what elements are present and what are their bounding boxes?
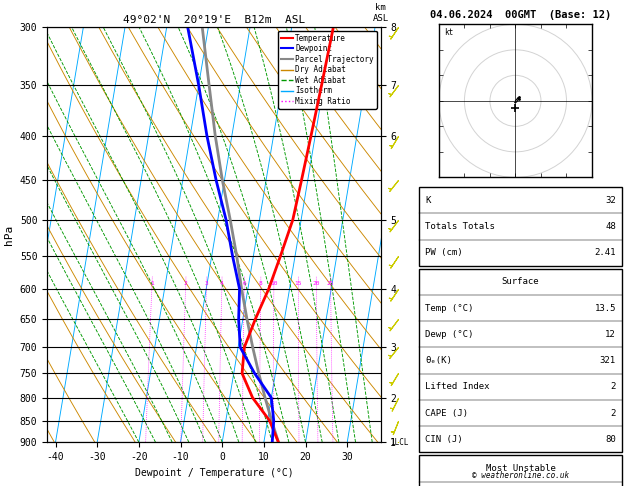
Text: 13.5: 13.5 xyxy=(594,304,616,312)
Text: 2: 2 xyxy=(611,382,616,391)
Title: 49°02'N  20°19'E  B12m  ASL: 49°02'N 20°19'E B12m ASL xyxy=(123,15,305,25)
Text: km
ASL: km ASL xyxy=(372,3,389,22)
Text: Totals Totals: Totals Totals xyxy=(425,222,495,231)
Text: 2: 2 xyxy=(611,409,616,417)
Text: © weatheronline.co.uk: © weatheronline.co.uk xyxy=(472,471,569,480)
Text: 80: 80 xyxy=(605,435,616,444)
Text: kt: kt xyxy=(444,28,454,36)
Text: 2: 2 xyxy=(184,281,187,286)
Bar xyxy=(418,187,623,266)
Text: 8: 8 xyxy=(259,281,262,286)
Text: Dewp (°C): Dewp (°C) xyxy=(425,330,474,339)
Bar xyxy=(418,455,623,486)
X-axis label: Dewpoint / Temperature (°C): Dewpoint / Temperature (°C) xyxy=(135,468,293,478)
Text: 2.41: 2.41 xyxy=(594,248,616,257)
Text: 1LCL: 1LCL xyxy=(391,438,409,447)
Text: 1: 1 xyxy=(150,281,154,286)
Text: 6: 6 xyxy=(242,281,246,286)
Text: Lifted Index: Lifted Index xyxy=(425,382,489,391)
Text: 25: 25 xyxy=(327,281,335,286)
Text: Surface: Surface xyxy=(502,278,539,286)
Text: Temp (°C): Temp (°C) xyxy=(425,304,474,312)
Text: 32: 32 xyxy=(605,196,616,205)
Text: CAPE (J): CAPE (J) xyxy=(425,409,468,417)
Text: 15: 15 xyxy=(294,281,302,286)
Text: 48: 48 xyxy=(605,222,616,231)
Text: 20: 20 xyxy=(313,281,320,286)
Text: K: K xyxy=(425,196,430,205)
Legend: Temperature, Dewpoint, Parcel Trajectory, Dry Adiabat, Wet Adiabat, Isotherm, Mi: Temperature, Dewpoint, Parcel Trajectory… xyxy=(278,31,377,109)
Text: 10: 10 xyxy=(270,281,277,286)
Text: 321: 321 xyxy=(600,356,616,365)
Text: 12: 12 xyxy=(605,330,616,339)
Text: PW (cm): PW (cm) xyxy=(425,248,463,257)
Text: 04.06.2024  00GMT  (Base: 12): 04.06.2024 00GMT (Base: 12) xyxy=(430,10,611,20)
Text: CIN (J): CIN (J) xyxy=(425,435,463,444)
Text: 3: 3 xyxy=(204,281,208,286)
Y-axis label: hPa: hPa xyxy=(4,225,14,244)
Bar xyxy=(418,269,623,452)
Text: 4: 4 xyxy=(220,281,224,286)
Text: Most Unstable: Most Unstable xyxy=(486,464,555,473)
Text: θₑ(K): θₑ(K) xyxy=(425,356,452,365)
